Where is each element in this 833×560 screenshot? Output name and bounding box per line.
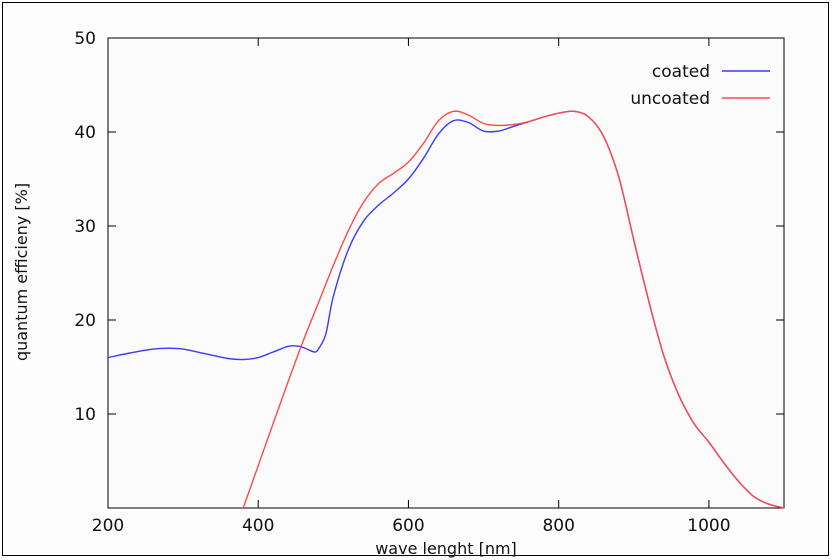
x-axis-label: wave lenght [nm] — [375, 539, 517, 558]
x-tick-label: 400 — [242, 516, 274, 536]
plot-area — [107, 37, 785, 509]
legend: coated uncoated — [630, 62, 770, 109]
y-tick-label: 30 — [74, 217, 96, 237]
series-line-uncoated — [242, 110, 785, 509]
axis-ticks: 200 400 600 800 1000 10 20 30 40 50 — [74, 29, 784, 536]
series-lines — [107, 110, 785, 509]
x-tick-label: 800 — [542, 516, 574, 536]
y-tick-label: 10 — [74, 405, 96, 425]
x-tick-label: 600 — [392, 516, 424, 536]
legend-label-coated: coated — [652, 62, 710, 82]
y-tick-label: 40 — [74, 123, 96, 143]
y-axis-label: quantum efficieny [%] — [12, 183, 31, 361]
legend-label-uncoated: uncoated — [630, 89, 710, 109]
x-tick-label: 200 — [92, 516, 124, 536]
x-tick-label: 1000 — [687, 516, 730, 536]
y-tick-label: 20 — [74, 311, 96, 331]
y-tick-label: 50 — [74, 29, 96, 49]
